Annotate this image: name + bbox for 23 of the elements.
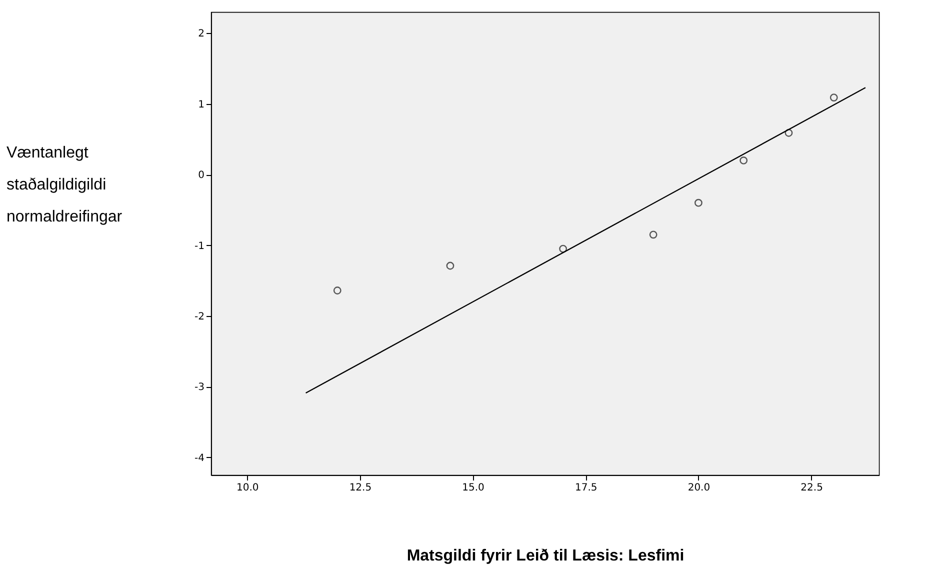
- x-tick-label: 17.5: [574, 482, 598, 494]
- y-tick-label: -2: [194, 311, 204, 322]
- x-tick-label: 22.5: [800, 482, 823, 494]
- point: [559, 244, 568, 253]
- point: [740, 156, 748, 164]
- x-axis-title: Matsgildi fyrir Leið til Læsis: Lesfimi: [406, 548, 684, 564]
- x-tick-label: 10.0: [236, 482, 259, 494]
- y-tick-label: -1: [194, 240, 204, 252]
- point: [649, 230, 658, 239]
- x-tick-label: 20.0: [688, 482, 710, 494]
- x-tick-label: 15.0: [462, 482, 484, 494]
- y-tick-label: -3: [194, 382, 204, 394]
- y-tick-label: 1: [198, 99, 204, 110]
- y-tick-label: -4: [194, 452, 204, 464]
- y-tick-label: 2: [198, 28, 204, 40]
- point: [333, 286, 342, 294]
- point: [784, 128, 793, 137]
- y-axis-title: Væntanlegt staðalgildigildi normaldreifingar: [6, 144, 123, 226]
- y-tick-label: 0: [198, 170, 204, 182]
- x-tick-label: 12.5: [349, 482, 372, 494]
- point: [830, 94, 838, 102]
- point: [446, 262, 454, 270]
- point: [694, 198, 702, 207]
